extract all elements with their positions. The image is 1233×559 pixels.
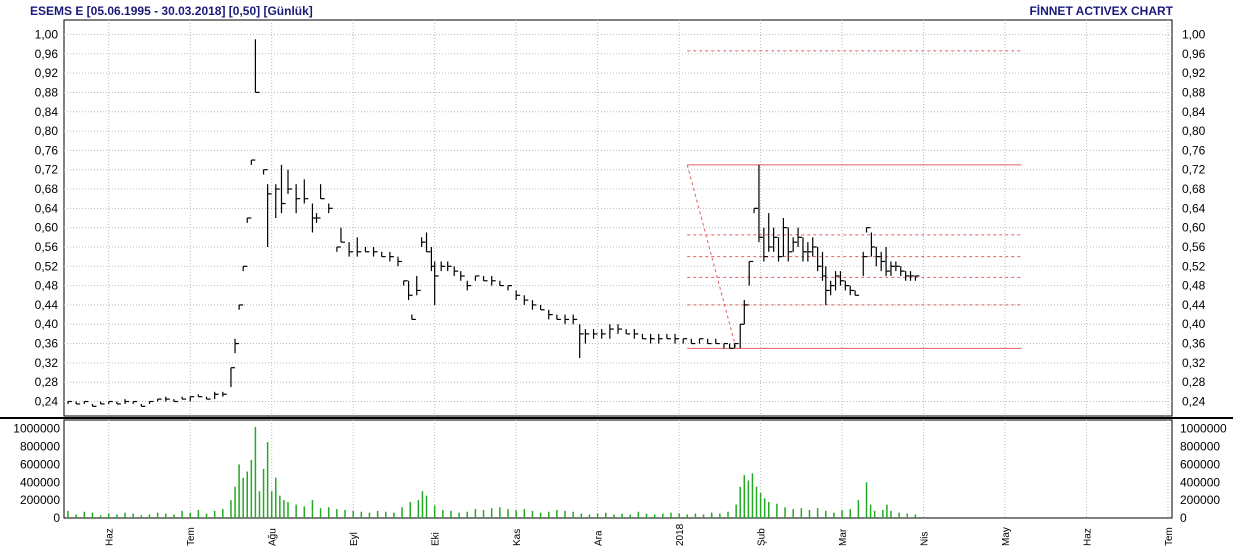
price-tick-right: 0,64 [1182,201,1206,215]
price-tick-left: 0,76 [35,143,59,157]
price-tick-left: 0,60 [35,221,59,235]
volume-tick-left: 200000 [20,493,60,507]
price-tick-right: 0,92 [1182,66,1206,80]
volume-tick-right: 600000 [1180,457,1220,471]
price-tick-left: 0,52 [35,259,59,273]
price-tick-left: 0,56 [35,240,59,254]
channel-lines [686,50,1022,349]
chart-frame [0,19,1233,519]
price-tick-left: 0,24 [35,395,59,409]
price-tick-left: 0,44 [35,298,59,312]
price-tick-right: 0,88 [1182,85,1206,99]
price-tick-left: 0,84 [35,105,59,119]
volume-tick-left: 400000 [20,475,60,489]
volume-tick-left: 0 [53,511,60,525]
month-tick: Eyl [349,532,360,546]
price-tick-left: 1,00 [35,27,59,41]
price-tick-right: 0,36 [1182,337,1206,351]
month-tick: Haz [105,528,116,546]
price-tick-right: 0,72 [1182,163,1206,177]
volume-bars [67,426,917,518]
price-tick-right: 0,44 [1182,298,1206,312]
month-tick: Kas [512,529,523,546]
price-tick-left: 0,40 [35,317,59,331]
price-tick-right: 0,40 [1182,317,1206,331]
y-axis-labels: 1,00 1,00 0,96 0,96 0,92 0,92 0,88 0,88 0,84 0,84… [13,27,1227,525]
price-tick-right: 0,24 [1182,395,1206,409]
month-tick: Şub [757,528,768,546]
volume-tick-right: 800000 [1180,440,1220,454]
chart-header-symbol: ESEMS E [05.06.1995 - 30.03.2018] [0,50]… [30,4,313,18]
month-tick: Eki [431,532,442,546]
price-tick-right: 0,80 [1182,124,1206,138]
price-tick-left: 0,92 [35,66,59,80]
grid-lines [64,20,1172,518]
price-tick-right: 0,76 [1182,143,1206,157]
volume-tick-right: 1000000 [1180,422,1227,436]
price-tick-right: 0,28 [1182,375,1206,389]
month-tick: Ağu [268,528,279,546]
price-panel-border [63,19,1173,417]
month-tick: Ara [594,530,605,546]
volume-tick-left: 800000 [20,440,60,454]
volume-tick-right: 400000 [1180,475,1220,489]
month-tick: Mar [838,528,849,546]
price-tick-right: 0,32 [1182,356,1206,370]
price-tick-right: 0,68 [1182,182,1206,196]
price-tick-right: 1,00 [1182,27,1206,41]
month-tick: Tem [1164,527,1175,546]
price-tick-left: 0,36 [35,337,59,351]
price-tick-left: 0,68 [35,182,59,196]
volume-tick-left: 600000 [20,457,60,471]
month-tick: Haz [1083,528,1094,546]
month-tick: Nis [920,532,931,546]
channel-trend-line [686,164,737,349]
price-tick-left: 0,72 [35,163,59,177]
price-bars [67,39,920,407]
price-tick-right: 0,56 [1182,240,1206,254]
volume-tick-left: 1000000 [13,422,60,436]
month-tick: Tem [186,527,197,546]
price-tick-right: 0,84 [1182,105,1206,119]
price-tick-right: 0,60 [1182,221,1206,235]
price-tick-left: 0,88 [35,85,59,99]
price-tick-left: 0,80 [35,124,59,138]
price-tick-left: 0,64 [35,201,59,215]
volume-tick-right: 0 [1180,511,1187,525]
price-tick-left: 0,32 [35,356,59,370]
x-axis-labels: Haz Tem Ağu Eyl Eki Kas Ara 2018 Şub Mar Nis May Haz… [105,523,1175,546]
price-tick-left: 0,28 [35,375,59,389]
price-tick-right: 0,48 [1182,279,1206,293]
volume-tick-right: 200000 [1180,493,1220,507]
price-tick-left: 0,96 [35,47,59,61]
month-tick: 2018 [675,523,686,546]
volume-panel-border [63,419,1173,519]
month-tick: May [1001,527,1012,546]
price-tick-right: 0,96 [1182,47,1206,61]
price-tick-right: 0,52 [1182,259,1206,273]
price-tick-left: 0,48 [35,279,59,293]
chart-header-brand: FİNNET ACTIVEX CHART [1029,4,1173,18]
